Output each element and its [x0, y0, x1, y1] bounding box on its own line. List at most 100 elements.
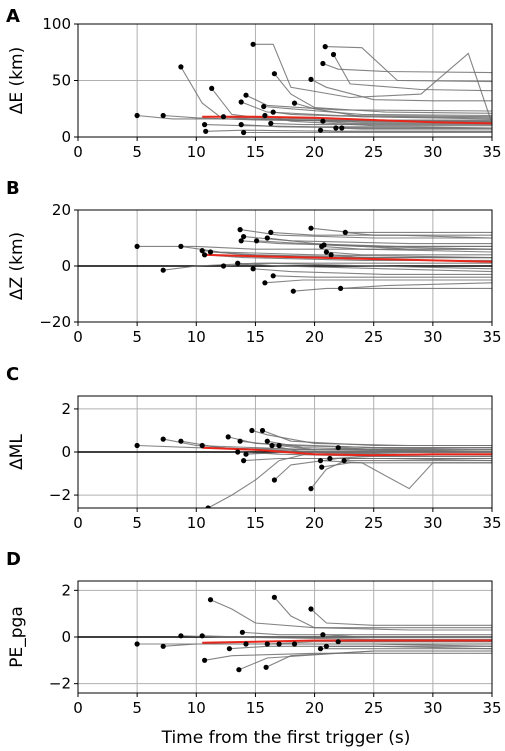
x-tick-label: 30: [423, 143, 442, 161]
x-tick-label: 15: [246, 699, 265, 717]
trace-line: [264, 279, 492, 284]
plot-area: [78, 427, 492, 508]
trace-line: [310, 457, 492, 489]
trace-line: [211, 88, 492, 123]
x-tick-label: 10: [187, 699, 206, 717]
trigger-point: [241, 234, 247, 240]
trigger-point: [235, 260, 241, 266]
panel-a: 0 5 10 15 20 25 30 35 0 50 100 ΔE (km) A: [6, 6, 502, 161]
trigger-point: [250, 41, 256, 47]
trace-line: [321, 462, 492, 468]
trigger-point: [317, 646, 324, 652]
trigger-point: [160, 267, 166, 273]
trigger-point: [323, 249, 329, 255]
x-tick-label: 0: [73, 143, 83, 161]
y-axis-label: ΔML: [7, 434, 27, 470]
y-tick-label: −2: [49, 486, 71, 504]
x-tick-label: 25: [364, 699, 383, 717]
trigger-point: [178, 438, 184, 444]
trigger-point: [205, 505, 211, 508]
y-tick-label: 0: [61, 443, 71, 461]
trigger-point: [308, 76, 314, 82]
y-tick-label: 100: [42, 15, 71, 33]
x-tick-label: 30: [423, 699, 442, 717]
trigger-point: [259, 427, 266, 434]
x-tick-label: 35: [482, 699, 501, 717]
x-tick-label: 35: [482, 143, 501, 161]
trace-line: [163, 262, 492, 271]
trigger-point: [269, 442, 275, 449]
trigger-point: [319, 464, 325, 470]
x-tick-label: 25: [364, 328, 383, 346]
trace-line: [322, 62, 492, 74]
trigger-point: [276, 641, 282, 647]
y-axis-label: PE_pga: [7, 606, 27, 668]
x-tick-label: 5: [132, 699, 142, 717]
x-tick-label: 20: [305, 514, 324, 532]
x-tick-label: 5: [132, 143, 142, 161]
y-tick-label: 2: [61, 581, 71, 599]
trace-line: [333, 54, 492, 92]
plot-area: [78, 225, 492, 294]
trigger-point: [268, 120, 274, 126]
trigger-point: [263, 664, 269, 670]
trigger-point: [268, 229, 274, 235]
trigger-point: [261, 103, 267, 110]
trigger-point: [271, 594, 277, 600]
trigger-point: [236, 667, 242, 673]
y-tick-label: 20: [52, 201, 71, 219]
trace-line: [251, 429, 492, 447]
x-tick-label: 15: [246, 328, 265, 346]
trigger-point: [320, 118, 326, 124]
trigger-point: [241, 458, 247, 464]
trigger-point: [308, 606, 314, 612]
trigger-point: [335, 445, 341, 451]
trigger-point: [202, 122, 208, 128]
trigger-point: [339, 125, 345, 131]
trigger-point: [134, 442, 140, 449]
trigger-point: [241, 129, 247, 136]
trigger-point: [243, 641, 249, 647]
trigger-point: [225, 434, 231, 440]
trigger-point: [239, 629, 245, 635]
trace-line: [273, 73, 492, 114]
y-axis-label: ΔE (km): [7, 47, 27, 114]
trace-line: [310, 78, 492, 102]
trigger-point: [226, 646, 232, 652]
trigger-point: [308, 486, 314, 492]
trigger-point: [270, 109, 276, 115]
trigger-point: [160, 643, 166, 649]
median-line: [202, 115, 492, 125]
trace-line: [262, 429, 492, 447]
trigger-point: [207, 597, 214, 603]
trigger-point: [327, 455, 333, 462]
x-tick-label: 35: [482, 328, 501, 346]
panel-letter: C: [6, 364, 19, 385]
trigger-point: [209, 85, 215, 91]
trigger-point: [264, 641, 270, 647]
trace-line: [323, 244, 492, 250]
x-tick-label: 20: [305, 699, 324, 717]
trigger-point: [271, 477, 277, 483]
x-tick-label: 25: [364, 143, 383, 161]
trigger-point: [238, 122, 244, 128]
trigger-point: [220, 263, 227, 269]
trigger-point: [270, 273, 276, 279]
trace-line: [273, 596, 492, 631]
trace-line: [345, 231, 492, 236]
x-tick-label: 10: [187, 514, 206, 532]
trigger-point: [243, 451, 249, 457]
x-tick-label: 10: [187, 328, 206, 346]
trigger-point: [276, 442, 282, 449]
x-tick-label: 15: [246, 143, 265, 161]
trace-line: [310, 227, 492, 233]
trace-line: [265, 650, 492, 668]
x-tick-label: 35: [482, 514, 501, 532]
trigger-point: [160, 112, 166, 119]
x-tick-label: 0: [73, 328, 83, 346]
panel-letter: A: [6, 6, 20, 27]
trigger-point: [291, 100, 298, 106]
trigger-point: [338, 285, 344, 291]
